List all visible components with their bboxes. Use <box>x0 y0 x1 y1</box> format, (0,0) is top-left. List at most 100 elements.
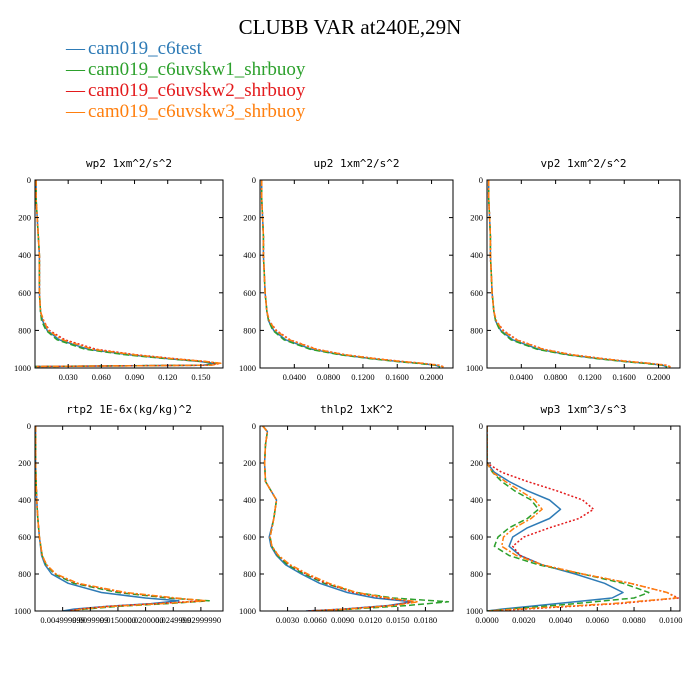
series-line-cam019_c6test <box>35 180 215 368</box>
x-tick-label: 0.1200 <box>578 372 601 382</box>
series-line-cam019_c6uvskw2_shrbuoy <box>262 426 416 611</box>
legend-label: cam019_c6uvskw2_shrbuoy <box>88 80 306 101</box>
series-line-cam019_c6uvskw2_shrbuoy <box>35 180 221 368</box>
series-line-cam019_c6uvskw3_shrbuoy <box>35 180 222 368</box>
y-tick-label: 800 <box>243 569 256 579</box>
series-line-cam019_c6test <box>262 426 413 611</box>
x-tick-label: 0.2000 <box>420 372 443 382</box>
x-tick-label: 0.0800 <box>544 372 567 382</box>
x-tick-label: 0.090 <box>125 372 144 382</box>
plot-frame <box>259 425 454 612</box>
panel-2: vp2 1xm^2/s^2 0 200 400 600 800 1000 0.0400 0.08… <box>466 157 681 382</box>
x-tick-label: 0.0030 <box>276 615 299 625</box>
y-tick-label: 600 <box>18 532 31 542</box>
series-line-cam019_c6uvskw3_shrbuoy <box>260 180 444 368</box>
y-tick-label: 0 <box>479 421 483 431</box>
figure-title: CLUBB VAR at240E,29N <box>239 15 462 39</box>
y-tick-label: 600 <box>470 532 483 542</box>
y-tick-label: 400 <box>243 250 256 260</box>
x-tick-label: 0.1600 <box>613 372 636 382</box>
y-tick-label: 400 <box>470 495 483 505</box>
y-tick-label: 1000 <box>14 363 31 373</box>
series-line-cam019_c6uvskw1_shrbuoy <box>35 180 218 368</box>
legend-swatch: — <box>65 80 86 101</box>
panel-title: rtp2 1E-6x(kg/kg)^2 <box>66 403 192 416</box>
panel-title: vp2 1xm^2/s^2 <box>540 157 626 170</box>
y-tick-label: 1000 <box>239 363 256 373</box>
x-tick-label: 0.030 <box>59 372 78 382</box>
series-line-cam019_c6test <box>35 426 180 611</box>
series-line-cam019_c6uvskw1_shrbuoy <box>262 426 450 611</box>
panel-1: up2 1xm^2/s^2 0 200 400 600 800 1000 0.0400 0.08… <box>239 157 454 382</box>
x-tick-label: 0.0200000 <box>128 615 164 625</box>
x-tick-label: 0.0020 <box>512 615 535 625</box>
y-tick-label: 200 <box>243 213 256 223</box>
x-tick-label: 0.004999999 <box>40 615 85 625</box>
panel-title: thlp2 1xK^2 <box>320 403 393 416</box>
y-tick-label: 1000 <box>466 363 483 373</box>
legend: — cam019_c6test— cam019_c6uvskw1_shrbuoy— c… <box>65 38 306 122</box>
y-tick-label: 200 <box>470 213 483 223</box>
y-tick-label: 1000 <box>466 606 483 616</box>
y-tick-label: 200 <box>243 458 256 468</box>
y-tick-label: 1000 <box>14 606 31 616</box>
x-tick-label: 0.2000 <box>647 372 670 382</box>
series-line-cam019_c6uvskw3_shrbuoy <box>262 426 419 611</box>
plot-frame <box>34 425 224 612</box>
series-line-cam019_c6uvskw3_shrbuoy <box>487 180 671 368</box>
y-tick-label: 0 <box>479 175 483 185</box>
x-tick-label: 0.0090 <box>331 615 354 625</box>
y-tick-label: 400 <box>470 250 483 260</box>
panel-3: rtp2 1E-6x(kg/kg)^2 0 200 400 600 800 1000 0.00… <box>14 403 224 625</box>
legend-label: cam019_c6uvskw3_shrbuoy <box>88 101 306 122</box>
y-tick-label: 200 <box>18 213 31 223</box>
y-tick-label: 600 <box>243 288 256 298</box>
y-tick-label: 400 <box>243 495 256 505</box>
series-line-cam019_c6uvskw2_shrbuoy <box>35 426 205 611</box>
x-tick-label: 0.1200 <box>351 372 374 382</box>
x-tick-label: 0.02999990 <box>181 615 221 625</box>
y-tick-label: 0 <box>252 175 256 185</box>
x-tick-label: 0.0150000 <box>100 615 136 625</box>
x-tick-label: 0.150 <box>191 372 210 382</box>
x-tick-label: 0.0180 <box>414 615 437 625</box>
chart-panels: wp2 1xm^2/s^2 0 200 400 600 800 1000 0.030 0.060… <box>14 157 682 625</box>
x-tick-label: 0.0400 <box>283 372 306 382</box>
x-tick-label: 0.060 <box>92 372 111 382</box>
y-tick-label: 400 <box>18 250 31 260</box>
y-tick-label: 800 <box>18 569 31 579</box>
y-tick-label: 600 <box>18 288 31 298</box>
x-tick-label: 0.0120 <box>359 615 382 625</box>
y-tick-label: 0 <box>252 421 256 431</box>
series-group <box>260 180 445 368</box>
plot-frame <box>34 179 224 369</box>
series-line-cam019_c6test <box>487 426 624 611</box>
series-line-cam019_c6uvskw3_shrbuoy <box>35 426 208 611</box>
x-tick-label: 0.0060 <box>586 615 609 625</box>
series-group <box>487 180 672 368</box>
y-tick-label: 800 <box>470 569 483 579</box>
legend-swatch: — <box>65 59 86 80</box>
panel-4: thlp2 1xK^2 0 200 400 600 800 1000 0.0030 0.0060… <box>239 403 454 625</box>
y-tick-label: 800 <box>470 325 483 335</box>
x-tick-label: 0.1600 <box>386 372 409 382</box>
series-line-cam019_c6uvskw3_shrbuoy <box>487 426 678 611</box>
x-tick-label: 0.120 <box>158 372 177 382</box>
y-tick-label: 600 <box>243 532 256 542</box>
panel-title: wp2 1xm^2/s^2 <box>86 157 172 170</box>
y-tick-label: 200 <box>470 458 483 468</box>
x-tick-label: 0.0099999 <box>72 615 108 625</box>
x-tick-label: 0.0080 <box>622 615 645 625</box>
x-tick-label: 0.0040 <box>549 615 572 625</box>
series-line-cam019_c6uvskw1_shrbuoy <box>35 426 210 611</box>
legend-swatch: — <box>65 101 86 122</box>
series-group <box>262 426 450 611</box>
x-tick-label: 0.0100 <box>659 615 682 625</box>
y-tick-label: 200 <box>18 458 31 468</box>
series-group <box>35 180 222 368</box>
y-tick-label: 800 <box>243 325 256 335</box>
legend-label: cam019_c6uvskw1_shrbuoy <box>88 59 306 80</box>
y-tick-label: 0 <box>27 175 31 185</box>
